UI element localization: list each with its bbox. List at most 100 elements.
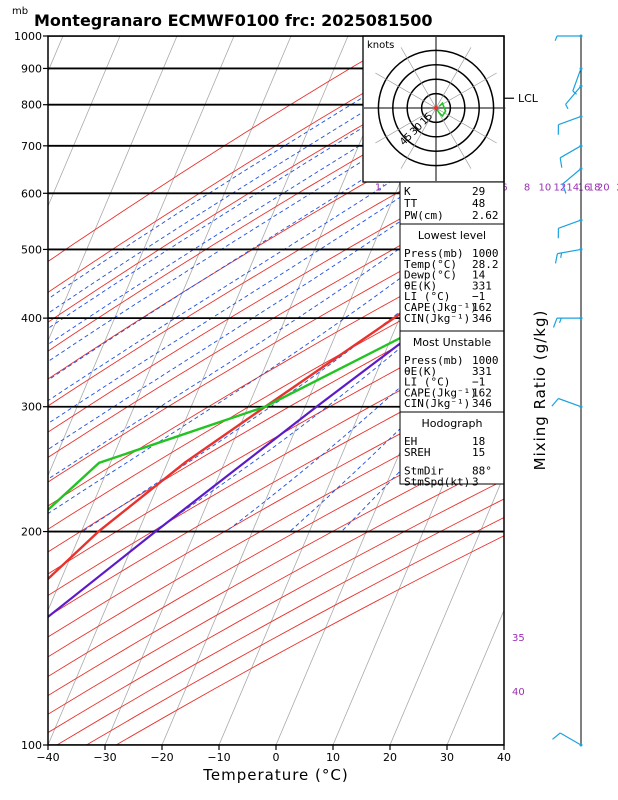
wind-barb-base	[579, 743, 583, 747]
mixing-ratio-line	[503, 192, 504, 194]
wind-barb-flag	[552, 732, 561, 740]
wind-barb-base	[579, 144, 583, 148]
indices-section	[399, 223, 505, 332]
wind-barb-staff	[562, 168, 582, 185]
pressure-tick-label: 500	[21, 243, 42, 256]
wind-barb-flag	[560, 252, 563, 258]
index-label: θE(K)	[404, 279, 437, 292]
moist-adiabat-line	[152, 256, 504, 532]
index-value: 29	[472, 185, 485, 198]
dry-adiabat-line	[48, 399, 504, 658]
pressure-tick-label: 800	[21, 99, 42, 112]
pressure-tick-label: 300	[21, 401, 42, 414]
mixing-ratio-label: 12	[554, 182, 567, 193]
wind-barb-flag	[552, 317, 558, 328]
index-label: θE(K)	[404, 365, 437, 378]
temperature-tick-label: 30	[440, 751, 454, 764]
wind-barb-base	[579, 218, 583, 222]
temperature-tick-label: 10	[326, 751, 340, 764]
index-label: CIN(Jkg⁻¹)	[404, 397, 470, 410]
index-section-heading: Hodograph	[422, 417, 483, 430]
index-value: 331	[472, 279, 492, 292]
moist-adiabat-line	[81, 225, 504, 532]
index-value: 346	[472, 312, 492, 325]
mixing-ratio-label: 10	[539, 182, 552, 193]
wind-barb-flag	[559, 157, 563, 168]
index-label: SREH	[404, 446, 431, 459]
pressure-tick-label: 200	[21, 526, 42, 539]
wind-barb-flag	[554, 253, 558, 264]
temperature-tick-label: −20	[150, 751, 173, 764]
indices-panel: K 29 TT 48 PW(cm) 2.62 Lowest level Press(mb) 10…	[399, 181, 505, 488]
wind-barbs	[551, 34, 583, 747]
mixing-ratio-label: 8	[524, 182, 530, 193]
hodograph-frame	[362, 35, 505, 183]
pressure-tick-label: 600	[21, 187, 42, 200]
pressure-unit-label: mb	[12, 6, 28, 17]
index-section-heading: Most Unstable	[413, 336, 492, 349]
dry-adiabat-line	[48, 239, 504, 507]
temperature-tick-label: 0	[273, 751, 280, 764]
x-axis-title: Temperature (°C)	[202, 766, 348, 784]
mixing-ratio-label: 14	[566, 182, 579, 193]
moist-adiabat-line	[48, 197, 504, 515]
mixing-ratio-line	[560, 36, 618, 193]
index-label: LI (°C)	[404, 290, 450, 303]
hodograph-storm-motion	[433, 105, 439, 111]
wind-barb-staff	[558, 219, 582, 229]
wind-barb-flag	[554, 35, 558, 41]
parcel-profile	[48, 254, 504, 619]
index-value: 162	[472, 386, 492, 399]
indices-section	[399, 181, 505, 225]
index-value: 14	[472, 269, 486, 282]
dry-adiabat-line	[48, 104, 504, 380]
wind-barb-base	[579, 66, 583, 70]
index-label: Dewp(°C)	[404, 269, 457, 282]
mixing-ratio-axis-title: Mixing Ratio (g/kg)	[531, 310, 549, 471]
wind-barb-base	[579, 247, 583, 251]
wind-barb-flag	[551, 398, 559, 407]
wind-barb-base	[579, 84, 583, 88]
mixing-ratio-label: 25	[616, 182, 618, 193]
wind-barb-base	[579, 114, 583, 118]
lcl-label: LCL	[518, 92, 539, 105]
dry-adiabat-line	[48, 356, 504, 618]
dry-adiabat-line	[48, 479, 504, 734]
dry-adiabat-line	[48, 133, 504, 407]
wind-barb-staff	[557, 248, 582, 255]
wind-barb-staff	[572, 68, 582, 92]
hodograph-unit-label: knots	[367, 40, 394, 51]
dry-adiabat-line	[48, 160, 504, 433]
dry-adiabat-line	[48, 311, 504, 575]
wind-barb-flag	[562, 183, 567, 194]
temperature-tick-label: −10	[207, 751, 230, 764]
wind-barb-staff	[559, 732, 582, 746]
index-label: Press(mb)	[404, 247, 464, 260]
hodograph-trace	[435, 101, 447, 118]
pressure-tick-label: 400	[21, 312, 42, 325]
wind-barb-staff	[559, 145, 582, 159]
mixing-ratio-line	[584, 36, 618, 193]
mixing-ratio-label: 16	[578, 182, 591, 193]
temperature-tick-label: 20	[383, 751, 397, 764]
pressure-tick-label: 900	[21, 62, 42, 75]
index-label: CIN(Jkg⁻¹)	[404, 312, 470, 325]
wind-barb-base	[579, 316, 583, 320]
mixing-ratio-line	[594, 36, 618, 193]
background-lines	[48, 36, 618, 745]
index-label: CAPE(Jkg⁻¹)	[404, 386, 477, 399]
index-label: EH	[404, 435, 417, 448]
wind-barb-staff	[558, 115, 582, 126]
isotherm-line	[48, 36, 121, 208]
temperature-profile	[48, 237, 504, 581]
index-value: 48	[472, 197, 485, 210]
index-value: 28.2	[472, 258, 499, 271]
index-value: 15	[472, 446, 485, 459]
index-label: K	[404, 185, 411, 198]
wind-barb-staff	[565, 85, 582, 105]
index-label: StmSpd(kt)	[404, 475, 470, 488]
index-value: 2.62	[472, 209, 499, 222]
index-value: 88°	[472, 465, 492, 478]
chart-title: Montegranaro ECMWF0100 frc: 2025081500	[34, 11, 433, 30]
